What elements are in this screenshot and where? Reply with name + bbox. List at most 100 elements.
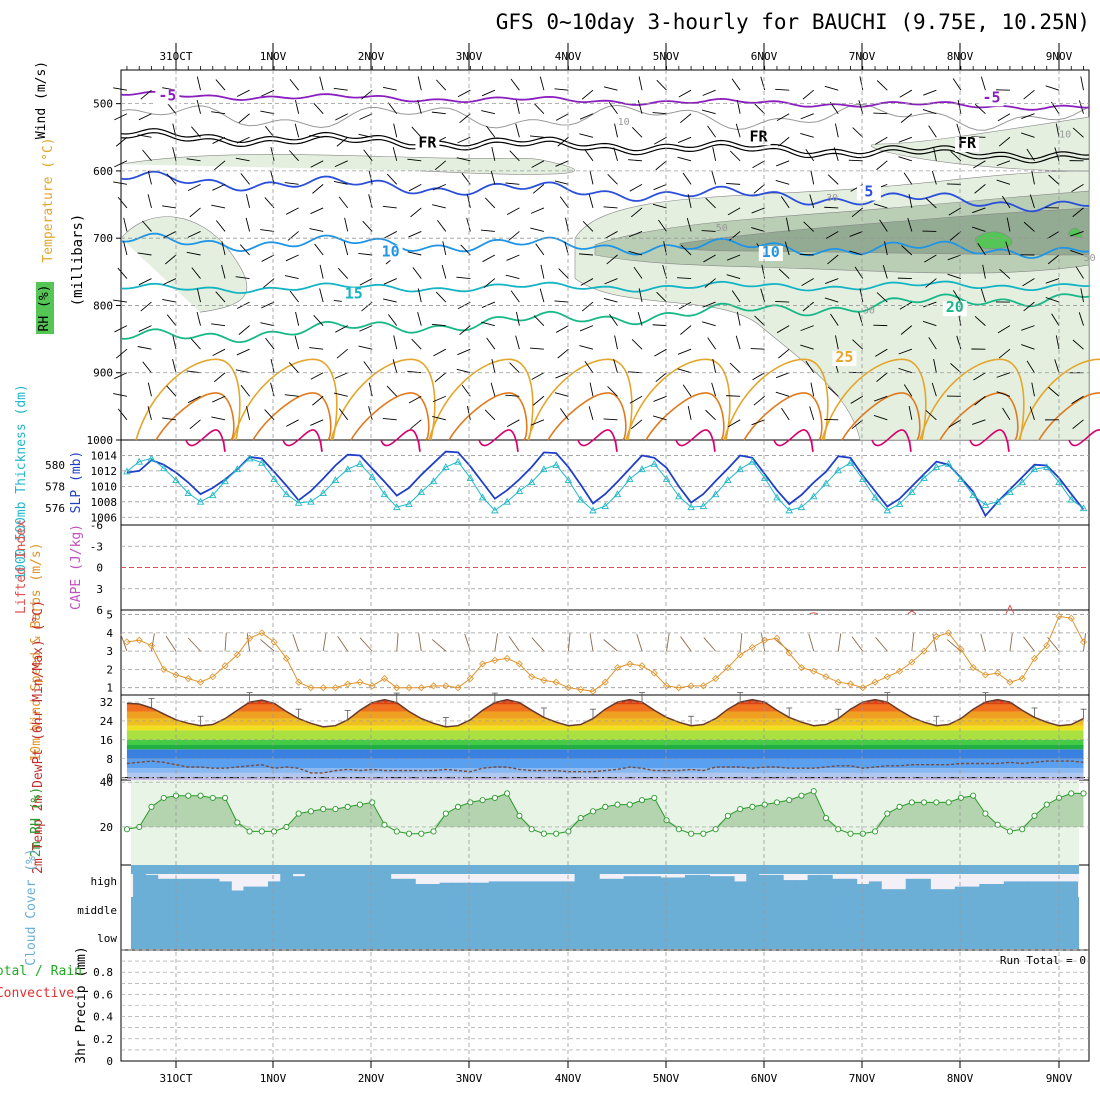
thickness-tick-label: 576	[45, 502, 65, 515]
rh2m-marker	[724, 812, 731, 819]
isotherm-temp_5	[120, 170, 1090, 213]
temp-band	[126, 777, 1084, 780]
wind-barb	[928, 125, 937, 138]
wind-barb	[827, 386, 839, 397]
rh2m-marker	[773, 799, 780, 806]
wind-barb	[368, 406, 373, 420]
wind-barb	[432, 415, 446, 421]
wind-barb	[509, 150, 520, 162]
wind-speed-marker	[307, 684, 315, 692]
wind-barb	[922, 109, 937, 115]
wind-barb	[731, 290, 741, 303]
wind-barb	[603, 86, 618, 91]
wind-barb	[162, 417, 177, 421]
rh2m-marker	[908, 799, 915, 806]
wind-barb	[1001, 195, 1011, 209]
date-label-bottom: 9NOV	[1046, 1072, 1073, 1085]
wind-barb	[137, 134, 152, 138]
wind-barb	[530, 207, 545, 214]
cloud-high-bar	[341, 872, 355, 897]
wind-barb	[998, 348, 1011, 359]
wind-barb	[189, 419, 201, 430]
thickness-marker	[895, 499, 904, 507]
wind-barb	[735, 335, 741, 350]
rh-contour-label: 10	[618, 117, 630, 128]
rh2m-marker	[455, 803, 462, 810]
date-label-bottom: 1NOV	[260, 1072, 287, 1085]
rh2m-marker	[602, 803, 609, 810]
wind-barb	[142, 149, 152, 162]
thickness-marker	[196, 497, 205, 505]
thickness-marker	[908, 488, 916, 495]
isotherm-label: 10	[382, 242, 400, 260]
isotherm-label-bg	[856, 185, 881, 201]
thickness-marker	[1006, 488, 1014, 495]
wind-barb	[530, 419, 545, 426]
wind-barb	[466, 194, 471, 209]
wind-barb	[924, 254, 937, 263]
cloud-high-bar	[611, 878, 625, 897]
wind-barb	[264, 197, 275, 209]
wind-barb	[187, 231, 201, 238]
li-tick-label: 3	[96, 583, 103, 596]
temp-band	[126, 772, 1084, 778]
wind-barb	[113, 393, 128, 397]
cloud-high-bar	[586, 873, 600, 897]
wind-speed-marker	[785, 649, 793, 657]
wind-speed-marker	[969, 664, 977, 672]
rh2m-marker	[712, 826, 719, 833]
li-tick-label: -3	[90, 540, 103, 553]
isotherm-label-bg	[955, 137, 980, 153]
isotherm-temp_15	[120, 280, 1090, 294]
thickness-marker	[319, 489, 327, 497]
wind-barb	[656, 291, 667, 303]
date-label-bottom: 3NOV	[456, 1072, 483, 1085]
wind-barb	[899, 89, 913, 98]
thickness-marker	[380, 490, 389, 498]
wind-speed-marker	[712, 674, 720, 683]
wind-barb-10m	[494, 633, 499, 652]
isotherm-temp_35	[969, 429, 1010, 452]
wind-barb	[313, 102, 324, 115]
rh2m-marker	[921, 799, 928, 806]
wind-barb	[559, 408, 569, 421]
isotherm-temp_25	[821, 358, 927, 441]
temp-band	[126, 711, 1084, 719]
wind-speed-marker	[270, 638, 278, 646]
wind-barb	[211, 111, 226, 115]
rh2m-marker	[871, 828, 879, 835]
wind-barb-10m	[120, 634, 128, 652]
wind-barb	[704, 278, 716, 288]
isotherm-temp_25	[919, 358, 1025, 441]
cape-spike	[1005, 604, 1015, 614]
wind-barb	[928, 337, 937, 350]
wind-barb	[457, 89, 471, 98]
wind-speed-marker	[331, 684, 339, 692]
cloud-ylabel: Cloud Cover (%)	[24, 848, 39, 965]
wind-barb	[686, 217, 692, 232]
wind-barb	[803, 221, 815, 232]
thickness-marker	[797, 503, 806, 511]
wind-speed-marker	[184, 674, 192, 683]
cloud-high-bar	[783, 880, 796, 897]
rh-contour-label: 30	[863, 306, 875, 317]
wind-barb	[335, 113, 348, 121]
wind-barb	[603, 418, 618, 421]
wind-barb	[628, 250, 643, 256]
cloud-high-bar	[819, 874, 833, 897]
wind-barb	[535, 243, 545, 256]
wind-barb	[408, 183, 422, 192]
y-tick-label: 600	[93, 165, 113, 178]
wind-barb	[361, 89, 373, 100]
wind-barb	[138, 325, 152, 332]
wind-barb	[294, 335, 300, 350]
rh2m-tick-label: 40	[100, 776, 113, 789]
wind-barb	[117, 196, 128, 209]
cloud-high-bar	[574, 873, 588, 897]
wind-barb	[903, 172, 913, 185]
wind-barb	[261, 301, 275, 309]
wind-barb	[900, 325, 913, 335]
rh2m-marker	[982, 810, 989, 817]
wind-barb	[295, 99, 300, 114]
